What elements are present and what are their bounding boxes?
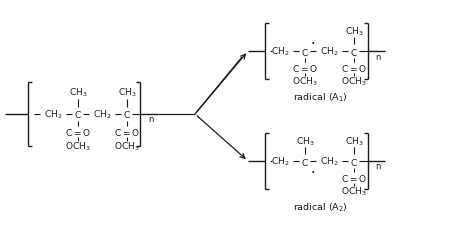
Text: $\mathsf{CH_2}$: $\mathsf{CH_2}$ [93, 108, 111, 121]
Text: n: n [148, 115, 154, 124]
Text: $\mathsf{C{=}O}$: $\mathsf{C{=}O}$ [65, 127, 91, 138]
Text: $\mathsf{CH_3}$: $\mathsf{CH_3}$ [69, 86, 87, 99]
Text: radical (A$_1$): radical (A$_1$) [292, 91, 347, 104]
Text: $\mathsf{CH_2}$: $\mathsf{CH_2}$ [44, 108, 62, 121]
Text: $\mathsf{C}$: $\mathsf{C}$ [350, 156, 358, 167]
Text: $\mathsf{CH_2}$: $\mathsf{CH_2}$ [271, 46, 289, 58]
Text: $\mathsf{OCH_3}$: $\mathsf{OCH_3}$ [341, 75, 367, 88]
Text: $\mathsf{OCH_3}$: $\mathsf{OCH_3}$ [114, 140, 140, 153]
Text: $\mathsf{OCH_3}$: $\mathsf{OCH_3}$ [292, 75, 318, 88]
Text: $\bullet$: $\bullet$ [310, 39, 316, 45]
Text: n: n [375, 52, 380, 61]
Text: $\mathsf{CH_3}$: $\mathsf{CH_3}$ [345, 26, 363, 38]
Text: $\mathsf{CH_2}$: $\mathsf{CH_2}$ [320, 46, 338, 58]
Text: $\mathsf{CH_3}$: $\mathsf{CH_3}$ [296, 135, 314, 148]
Text: $\mathsf{C}$: $\mathsf{C}$ [301, 46, 309, 57]
Text: $\mathsf{CH_2}$: $\mathsf{CH_2}$ [320, 155, 338, 168]
Text: $\mathsf{C{=}O}$: $\mathsf{C{=}O}$ [292, 63, 318, 74]
Text: $\mathsf{OCH_3}$: $\mathsf{OCH_3}$ [341, 185, 367, 197]
Text: $\mathsf{OCH_3}$: $\mathsf{OCH_3}$ [65, 140, 91, 153]
Text: $\mathsf{CH_2}$: $\mathsf{CH_2}$ [271, 155, 289, 168]
Text: $\mathsf{C}$: $\mathsf{C}$ [301, 156, 309, 167]
Text: $\bullet$: $\bullet$ [310, 167, 316, 173]
Text: n: n [375, 162, 380, 171]
Text: radical (A$_2$): radical (A$_2$) [292, 201, 347, 213]
Text: $\mathsf{C{=}O}$: $\mathsf{C{=}O}$ [114, 127, 140, 138]
Text: $\mathsf{CH_3}$: $\mathsf{CH_3}$ [118, 86, 137, 99]
Text: $\mathsf{C{=}O}$: $\mathsf{C{=}O}$ [341, 173, 367, 184]
Text: $\mathsf{C{=}O}$: $\mathsf{C{=}O}$ [341, 63, 367, 74]
Text: $\mathsf{C}$: $\mathsf{C}$ [123, 109, 131, 120]
Text: $\mathsf{C}$: $\mathsf{C}$ [350, 46, 358, 57]
Text: $\mathsf{C}$: $\mathsf{C}$ [74, 109, 82, 120]
Text: $\mathsf{CH_3}$: $\mathsf{CH_3}$ [345, 135, 363, 148]
